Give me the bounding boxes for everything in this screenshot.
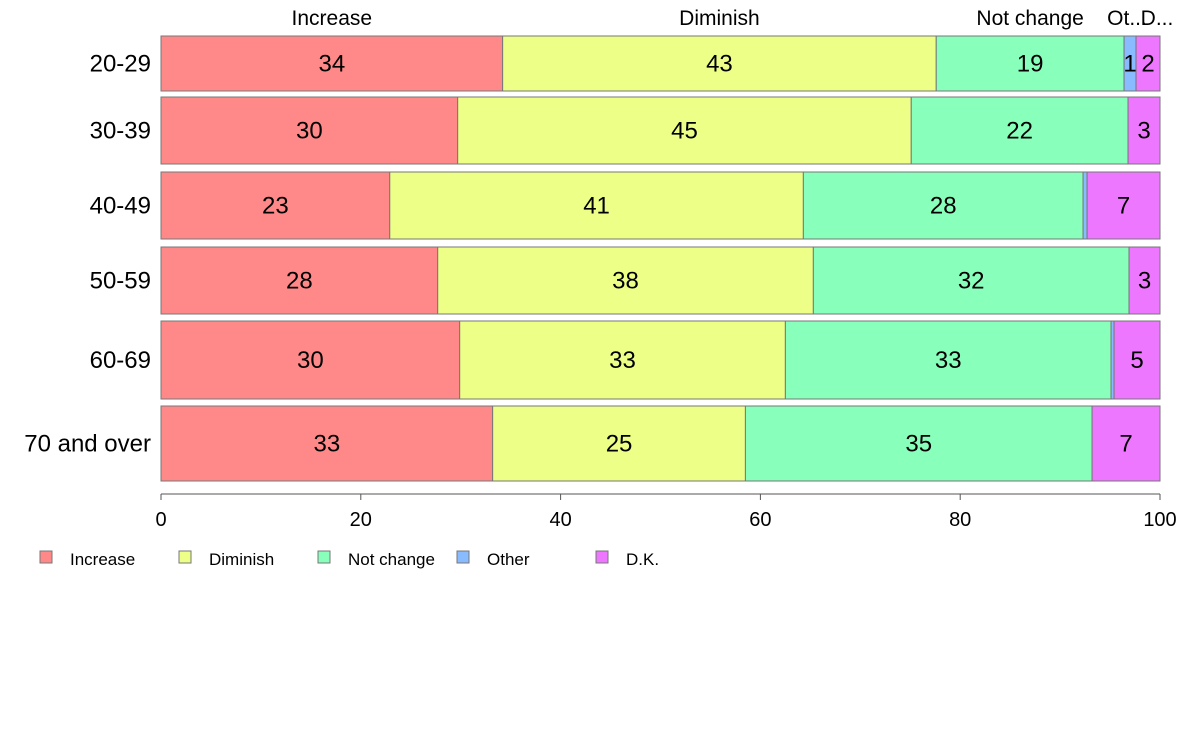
data-label: 28 bbox=[930, 193, 957, 220]
top-series-label: Diminish bbox=[679, 7, 760, 30]
legend-label: Not change bbox=[348, 550, 435, 569]
x-tick-label: 40 bbox=[549, 509, 571, 531]
data-label: 33 bbox=[609, 347, 636, 374]
data-label: 25 bbox=[606, 431, 633, 458]
x-tick-label: 60 bbox=[749, 509, 771, 531]
category-label: 50-59 bbox=[90, 268, 151, 295]
data-label: 34 bbox=[318, 51, 345, 78]
bar-segment bbox=[1135, 35, 1161, 92]
data-label: 5 bbox=[1130, 347, 1143, 374]
legend: Increase Diminish Not change Other D.K. bbox=[39, 550, 659, 569]
data-label: 33 bbox=[935, 347, 962, 374]
data-label: 32 bbox=[958, 268, 985, 295]
data-label: 35 bbox=[905, 431, 932, 458]
bars: 34 43 19 1 230 45 22 323 41 28 728 38 32 330 33 33 533 25… bbox=[160, 35, 1161, 482]
bar-segment bbox=[1128, 246, 1161, 315]
bar-segment bbox=[1086, 171, 1161, 240]
bar-segment bbox=[1082, 171, 1088, 240]
bar-segment bbox=[389, 171, 804, 240]
bar-segment bbox=[1127, 96, 1161, 165]
bar-segment bbox=[910, 96, 1129, 165]
y-axis-category-labels: 20-29 30-39 40-49 50-59 60-69 70 and over bbox=[24, 51, 151, 458]
bar-segment bbox=[744, 405, 1093, 482]
data-label: 1 bbox=[1123, 51, 1136, 78]
top-series-label: D... bbox=[1141, 7, 1174, 30]
data-label: 2 bbox=[1141, 51, 1154, 78]
data-label: 3 bbox=[1137, 118, 1150, 145]
bar-segment bbox=[502, 35, 937, 92]
category-label: 60-69 bbox=[90, 347, 151, 374]
legend-swatch bbox=[178, 550, 192, 564]
data-label: 43 bbox=[706, 51, 733, 78]
bar-segment bbox=[160, 171, 391, 240]
data-label: 30 bbox=[297, 347, 324, 374]
bar-segment bbox=[160, 405, 494, 482]
top-series-label: Increase bbox=[292, 7, 373, 30]
data-label: 23 bbox=[262, 193, 289, 220]
x-tick-label: 80 bbox=[949, 509, 971, 531]
top-category-labels: Increase Diminish Not change Ot...D... bbox=[292, 7, 1174, 30]
legend-swatch bbox=[39, 550, 53, 564]
bar-segment bbox=[812, 246, 1130, 315]
bar-segment bbox=[437, 246, 814, 315]
bar-segment bbox=[1091, 405, 1161, 482]
data-label: 3 bbox=[1138, 268, 1151, 295]
data-label: 19 bbox=[1017, 51, 1044, 78]
bar-segment bbox=[160, 246, 439, 315]
data-label: 41 bbox=[583, 193, 610, 220]
legend-label: Increase bbox=[70, 550, 135, 569]
top-series-label: Not change bbox=[976, 7, 1083, 30]
category-label: 30-39 bbox=[90, 118, 151, 145]
legend-swatch bbox=[595, 550, 609, 564]
data-label: 7 bbox=[1117, 193, 1130, 220]
data-label: 28 bbox=[286, 268, 313, 295]
data-label: 7 bbox=[1119, 431, 1132, 458]
legend-label: D.K. bbox=[626, 550, 659, 569]
bar-segment bbox=[457, 96, 912, 165]
data-label: 33 bbox=[313, 431, 340, 458]
data-label: 30 bbox=[296, 118, 323, 145]
legend-swatch bbox=[456, 550, 470, 564]
x-tick-label: 0 bbox=[155, 509, 166, 531]
top-series-label: Ot... bbox=[1107, 7, 1147, 30]
bar-segment bbox=[802, 171, 1084, 240]
bar-segment bbox=[492, 405, 746, 482]
legend-swatch bbox=[317, 550, 331, 564]
category-label: 70 and over bbox=[24, 431, 151, 458]
bar-segment bbox=[459, 320, 786, 400]
legend-label: Diminish bbox=[209, 550, 274, 569]
bar-segment bbox=[1113, 320, 1161, 400]
data-label: 22 bbox=[1006, 118, 1033, 145]
x-axis: 0 20 40 60 80 100 bbox=[155, 493, 1177, 531]
bar-segment bbox=[160, 320, 461, 400]
legend-label: Other bbox=[487, 550, 530, 569]
x-tick-label: 20 bbox=[350, 509, 372, 531]
category-label: 40-49 bbox=[90, 193, 151, 220]
data-label: 45 bbox=[671, 118, 698, 145]
data-label: 38 bbox=[612, 268, 639, 295]
category-label: 20-29 bbox=[90, 51, 151, 78]
x-tick-label: 100 bbox=[1143, 509, 1176, 531]
